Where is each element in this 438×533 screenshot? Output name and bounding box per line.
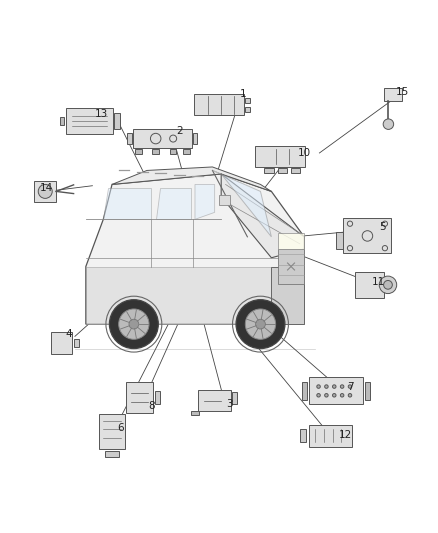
Bar <box>245 98 250 103</box>
Bar <box>51 332 72 354</box>
Circle shape <box>236 300 285 349</box>
Polygon shape <box>195 184 215 220</box>
Polygon shape <box>272 266 304 324</box>
Bar <box>255 146 305 167</box>
Bar <box>135 149 141 154</box>
Text: 5: 5 <box>379 222 386 232</box>
Bar <box>114 113 120 129</box>
Circle shape <box>348 385 352 389</box>
Bar <box>60 117 64 125</box>
Text: 8: 8 <box>148 401 155 411</box>
Bar <box>34 181 56 202</box>
Polygon shape <box>112 167 272 191</box>
Circle shape <box>317 385 320 389</box>
Bar <box>300 430 306 442</box>
Bar <box>290 168 300 173</box>
Circle shape <box>340 385 344 389</box>
Bar <box>309 377 363 405</box>
Bar <box>245 107 250 112</box>
Circle shape <box>245 309 276 340</box>
Bar <box>133 130 192 148</box>
Bar <box>152 149 159 154</box>
Text: 7: 7 <box>346 382 353 392</box>
Bar <box>302 382 307 400</box>
Text: 2: 2 <box>177 126 183 136</box>
Text: 12: 12 <box>339 430 352 440</box>
Bar <box>170 149 177 154</box>
Bar <box>106 451 119 457</box>
Polygon shape <box>155 188 191 220</box>
Bar <box>232 392 237 405</box>
Bar <box>66 108 113 134</box>
Bar <box>365 382 370 400</box>
Circle shape <box>332 385 336 389</box>
Bar <box>308 425 352 447</box>
Circle shape <box>325 385 328 389</box>
Circle shape <box>119 309 149 340</box>
Text: 10: 10 <box>297 148 311 158</box>
Bar <box>384 88 402 101</box>
Circle shape <box>256 319 265 329</box>
Text: 3: 3 <box>226 399 233 409</box>
Circle shape <box>384 280 392 289</box>
Bar <box>99 414 125 449</box>
Bar <box>278 168 287 173</box>
Bar <box>127 133 132 144</box>
Circle shape <box>317 393 320 397</box>
Circle shape <box>348 393 352 397</box>
Circle shape <box>129 319 139 329</box>
Bar <box>355 272 385 298</box>
Text: 11: 11 <box>372 277 385 287</box>
Bar <box>336 231 343 249</box>
Bar <box>74 338 79 348</box>
Polygon shape <box>103 188 151 220</box>
Bar <box>155 391 160 404</box>
Polygon shape <box>278 249 304 284</box>
Bar <box>193 133 197 144</box>
Polygon shape <box>219 195 230 205</box>
Circle shape <box>325 393 328 397</box>
Circle shape <box>379 276 397 294</box>
Bar <box>198 390 231 411</box>
Text: 14: 14 <box>40 183 53 193</box>
Polygon shape <box>212 171 272 237</box>
Text: 15: 15 <box>396 87 409 97</box>
Bar <box>194 94 244 116</box>
Bar <box>183 149 190 154</box>
Circle shape <box>332 393 336 397</box>
Circle shape <box>383 119 394 130</box>
Bar <box>191 410 199 415</box>
Polygon shape <box>86 174 304 324</box>
Bar <box>126 382 153 413</box>
Text: 1: 1 <box>240 89 246 99</box>
Text: 13: 13 <box>95 109 108 119</box>
Polygon shape <box>278 233 304 249</box>
Bar <box>265 168 274 173</box>
Bar <box>343 219 392 253</box>
Polygon shape <box>86 266 304 324</box>
Text: 6: 6 <box>117 423 124 433</box>
Circle shape <box>38 184 52 198</box>
Polygon shape <box>221 174 304 258</box>
Circle shape <box>340 393 344 397</box>
Circle shape <box>110 300 158 349</box>
Text: 4: 4 <box>65 329 72 339</box>
